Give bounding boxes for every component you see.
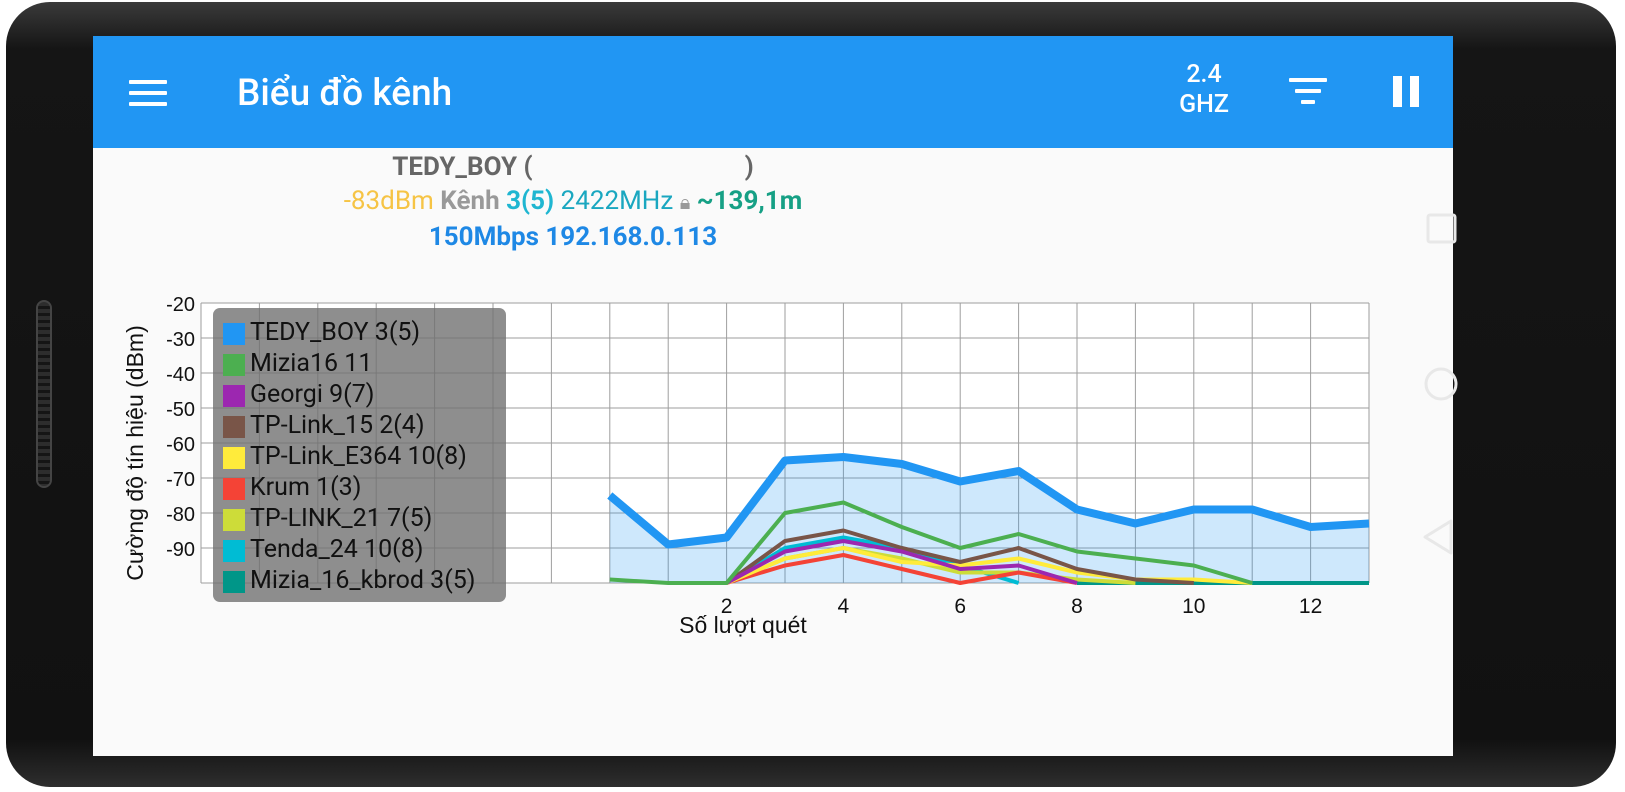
filter-icon[interactable]: [1289, 78, 1327, 108]
series-line: [726, 553, 1078, 585]
legend-swatch: [223, 354, 245, 376]
legend-label: TEDY_BOY 3(5): [250, 318, 421, 347]
ssid: TEDY_BOY: [392, 152, 518, 182]
x-axis-title: Số lượt quét: [679, 612, 807, 638]
open-paren: (: [523, 152, 533, 182]
y-tick-label: -20: [166, 294, 195, 316]
legend-swatch: [223, 571, 245, 593]
series-line: [725, 539, 1078, 585]
legend-label: Mizia16 11: [250, 349, 373, 378]
y-tick-label: -30: [166, 329, 195, 351]
connection-title: TEDY_BOY (): [93, 152, 1053, 182]
series-line: [725, 528, 1194, 585]
legend-swatch: [223, 416, 245, 438]
x-tick-label: 4: [838, 595, 850, 618]
y-tick-label: -60: [166, 434, 195, 456]
distance: ~139,1m: [696, 186, 803, 216]
y-tick-label: -50: [166, 399, 195, 421]
link-info: 150Mbps 192.168.0.113: [428, 222, 718, 252]
x-tick-label: 2: [721, 595, 733, 618]
connection-details: -83dBm Kênh 3(5) 2422MHz 🔒︎ ~139,1m: [93, 186, 1053, 216]
channel-value: 3(5): [506, 186, 555, 216]
frequency: 2422MHz: [560, 186, 674, 216]
wifi-band-toggle[interactable]: 2.4 GHZ: [1169, 60, 1239, 120]
legend-swatch: [223, 447, 245, 469]
legend-label: Mizia_16_kbrod 3(5): [250, 566, 476, 595]
close-paren: ): [744, 152, 754, 182]
legend-swatch: [223, 509, 245, 531]
y-axis-title: Cường độ tín hiệu (dBm): [122, 325, 148, 580]
x-tick-label: 8: [1071, 595, 1083, 618]
legend-label: Tenda_24 10(8): [250, 535, 424, 564]
side-volume-button: [36, 300, 52, 488]
page-title: Biểu đồ kênh: [237, 72, 453, 115]
series-line: [607, 453, 1370, 549]
x-tick-label: 10: [1182, 595, 1205, 618]
legend-swatch: [223, 323, 245, 345]
recent-apps-square-icon[interactable]: [1425, 212, 1459, 246]
x-tick-label: 6: [954, 595, 966, 618]
y-tick-label: -40: [166, 364, 195, 386]
signal-level: -83dBm: [343, 186, 434, 216]
redacted-mac: [532, 155, 745, 182]
pause-icon[interactable]: [1393, 76, 1423, 108]
legend-swatch: [223, 540, 245, 562]
legend-swatch: [223, 478, 245, 500]
series-area: [609, 457, 1369, 583]
chart-legend: TEDY_BOY 3(5) Mizia16 11 Georgi 9(7) TP-Lin…: [213, 308, 506, 602]
navigation-bar: [1423, 0, 1625, 792]
back-triangle-icon[interactable]: [1421, 518, 1455, 556]
band-value: 2.4: [1186, 60, 1222, 89]
legend-label: Georgi 9(7): [250, 380, 375, 409]
legend-label: TP-Link_E364 10(8): [250, 442, 467, 471]
app-bar: Biểu đồ kênh 2.4 GHZ: [93, 36, 1453, 148]
y-tick-label: -80: [166, 504, 195, 526]
x-tick-label: 12: [1299, 595, 1322, 618]
legend-label: TP-LINK_21 7(5): [250, 504, 433, 533]
app-screen: Biểu đồ kênh 2.4 GHZ TEDY_BOY () -83dBm …: [93, 36, 1453, 756]
legend-label: TP-Link_15 2(4): [250, 411, 425, 440]
legend-swatch: [223, 385, 245, 407]
lock-icon: 🔒︎: [679, 190, 691, 214]
legend-label: Krum 1(3): [250, 473, 362, 502]
series-line: [609, 500, 1253, 585]
band-unit: GHZ: [1179, 90, 1229, 119]
channel-label: Kênh: [440, 186, 500, 216]
hamburger-menu-icon[interactable]: [129, 80, 169, 108]
y-tick-label: -70: [166, 469, 195, 491]
y-tick-label: -90: [166, 539, 195, 561]
home-circle-icon[interactable]: [1423, 366, 1459, 402]
